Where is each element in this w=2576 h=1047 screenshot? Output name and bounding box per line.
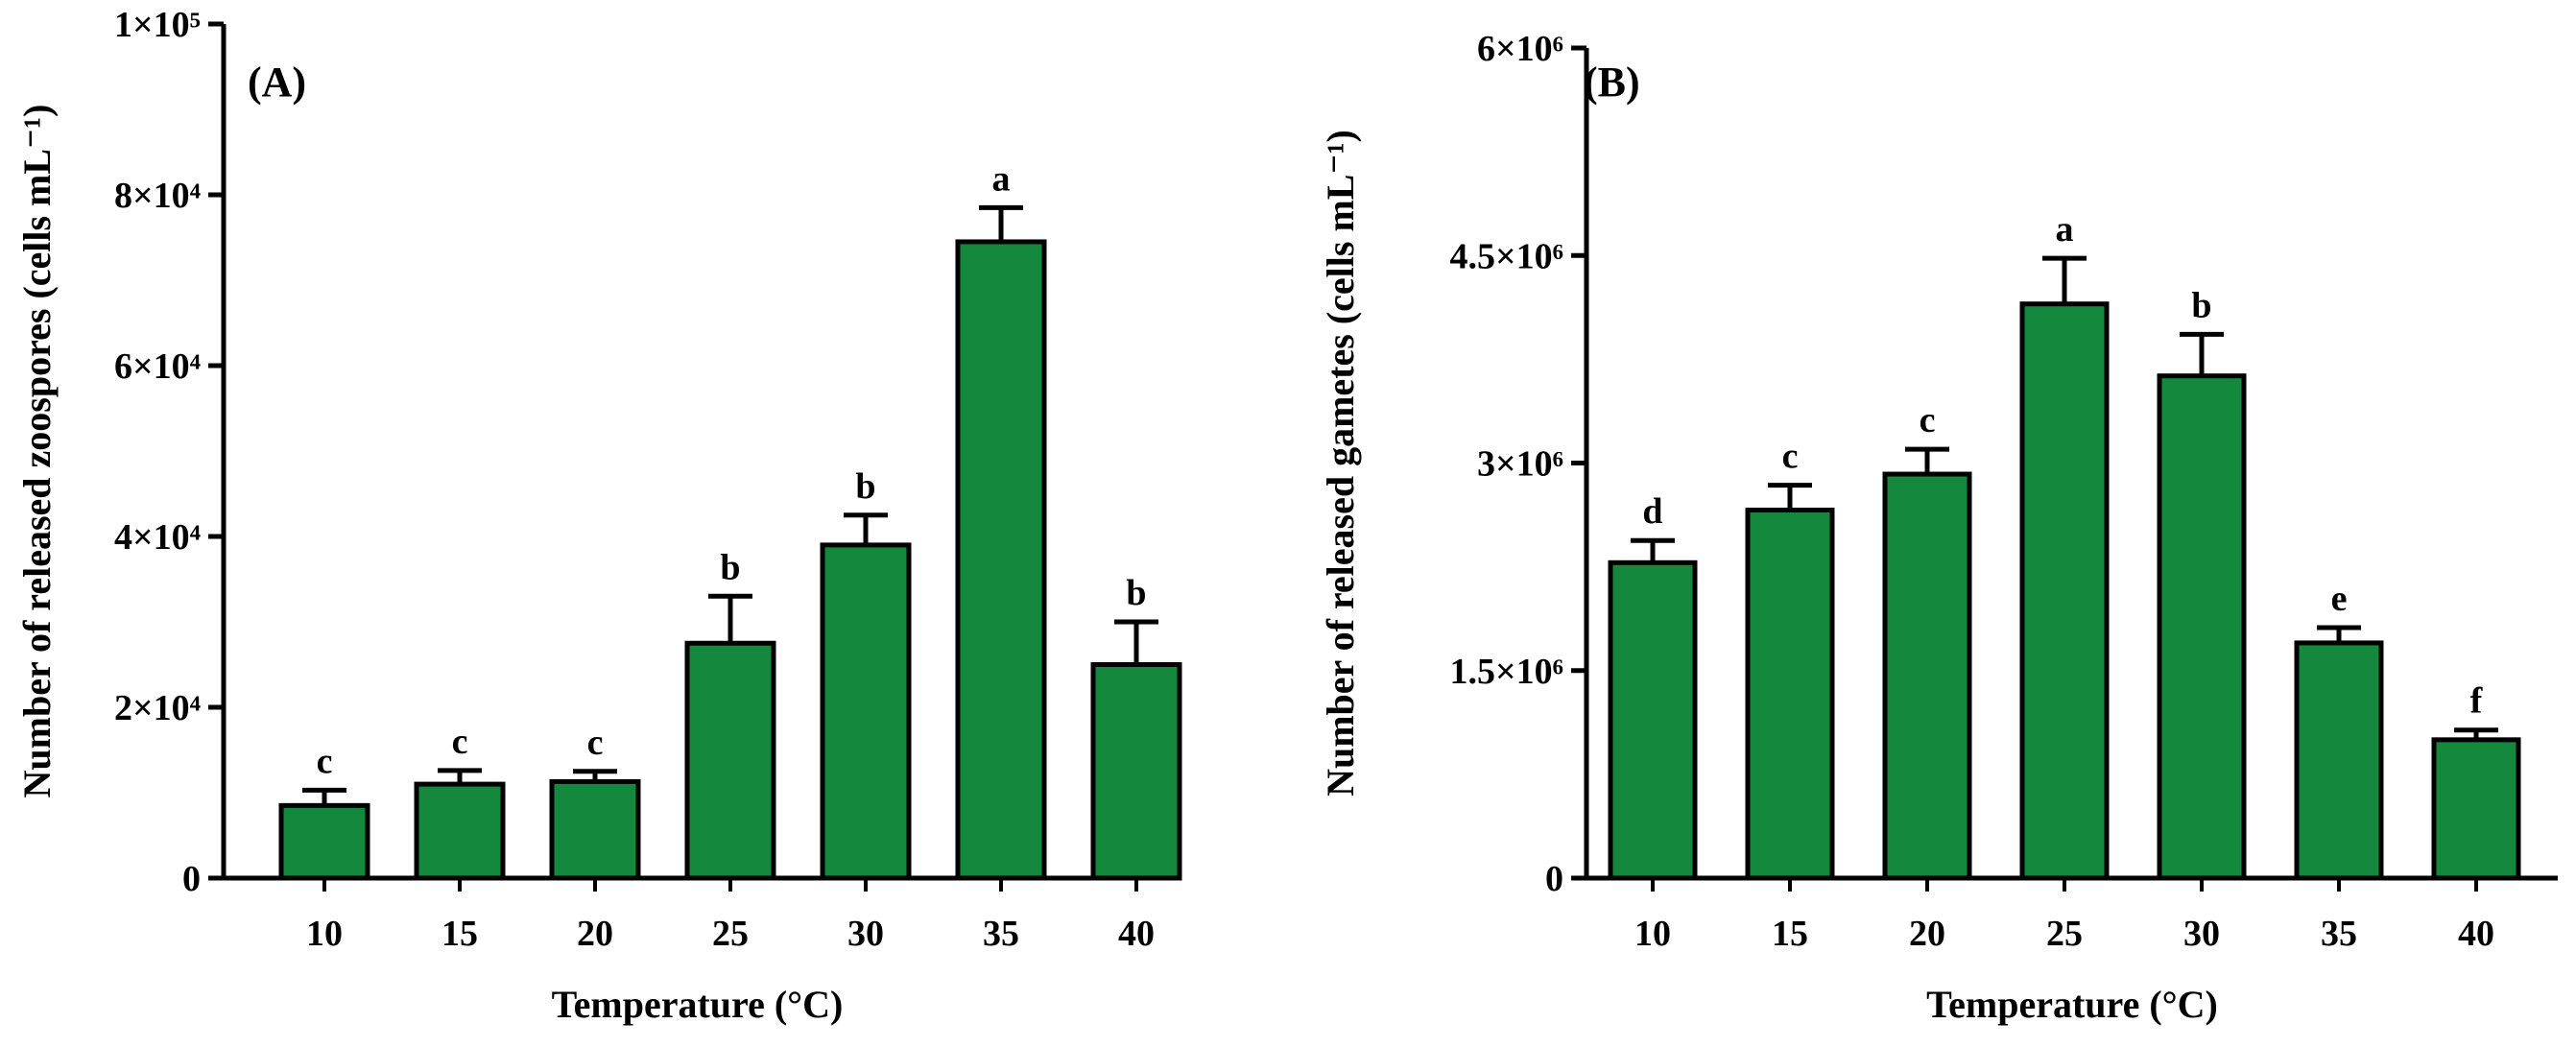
significance-letter-40: b bbox=[1126, 573, 1146, 613]
x-tick-label-30: 30 bbox=[847, 914, 884, 954]
bar-15 bbox=[1745, 508, 1835, 881]
y-tick-label-3: 6×10⁴ bbox=[114, 346, 202, 387]
significance-letter-10: d bbox=[1642, 491, 1662, 532]
x-tick-label-40: 40 bbox=[2458, 914, 2494, 954]
significance-letter-35: e bbox=[2331, 579, 2348, 619]
y-tick-label-0: 0 bbox=[182, 859, 201, 899]
bar-40 bbox=[1090, 662, 1182, 881]
x-tick-label-30: 30 bbox=[2183, 914, 2220, 954]
x-tick-label-20: 20 bbox=[577, 914, 613, 954]
x-tick-label-25: 25 bbox=[712, 914, 749, 954]
bar-15 bbox=[414, 781, 506, 881]
chart-panel-a: c 10 c 15 c 20 b 25 b 30 a 35 b 40 0 2×10⁴ 4×10⁴ 6×10⁴ 8×1… bbox=[15, 5, 1182, 1026]
bar-10 bbox=[278, 802, 370, 881]
x-tick-label-35: 35 bbox=[983, 914, 1019, 954]
significance-letter-25: a bbox=[2056, 209, 2074, 250]
significance-letter-15: c bbox=[1782, 437, 1799, 477]
y-tick-label-2: 3×10⁶ bbox=[1477, 444, 1563, 485]
significance-letter-15: c bbox=[452, 722, 468, 762]
significance-letter-10: c bbox=[317, 741, 333, 781]
y-tick-label-3: 4.5×10⁶ bbox=[1449, 236, 1563, 276]
bar-30 bbox=[820, 542, 912, 881]
panel-label: (A) bbox=[248, 59, 306, 106]
y-axis-title: Number of released gametes (cells mL⁻¹) bbox=[1319, 130, 1362, 797]
x-tick-label-10: 10 bbox=[1634, 914, 1671, 954]
y-tick-label-5: 1×10⁵ bbox=[114, 5, 201, 45]
significance-letter-30: b bbox=[855, 466, 875, 507]
y-tick-label-2: 4×10⁴ bbox=[114, 517, 202, 558]
x-tick-label-35: 35 bbox=[2321, 914, 2357, 954]
significance-letter-20: c bbox=[587, 723, 604, 763]
y-tick-label-4: 6×10⁶ bbox=[1477, 29, 1563, 69]
bar-10 bbox=[1608, 559, 1698, 881]
bar-20 bbox=[549, 778, 641, 881]
x-tick-label-25: 25 bbox=[2046, 914, 2083, 954]
significance-letter-20: c bbox=[1920, 400, 1936, 440]
y-axis-title: Number of released zoospores (cells mL⁻¹… bbox=[15, 105, 59, 798]
x-tick-label-20: 20 bbox=[1909, 914, 1945, 954]
bar-25 bbox=[2019, 301, 2110, 881]
x-tick-label-40: 40 bbox=[1118, 914, 1155, 954]
x-axis-title: Temperature (°C) bbox=[552, 983, 844, 1026]
significance-letter-35: a bbox=[992, 158, 1011, 199]
bar-35 bbox=[2294, 640, 2384, 881]
significance-letter-40: f bbox=[2470, 681, 2484, 722]
x-tick-label-15: 15 bbox=[441, 914, 478, 954]
bar-20 bbox=[1882, 471, 1972, 881]
bar-40 bbox=[2431, 737, 2521, 881]
x-axis-title: Temperature (°C) bbox=[1926, 983, 2218, 1026]
significance-letter-25: b bbox=[720, 547, 740, 587]
x-tick-label-10: 10 bbox=[306, 914, 343, 954]
significance-letter-30: b bbox=[2191, 285, 2211, 325]
panel-label: (B) bbox=[1584, 59, 1640, 106]
y-tick-label-1: 2×10⁴ bbox=[114, 688, 202, 728]
bar-30 bbox=[2157, 373, 2247, 881]
y-tick-label-4: 8×10⁴ bbox=[114, 176, 202, 216]
y-tick-label-1: 1.5×10⁶ bbox=[1449, 652, 1563, 692]
chart-panel-b: d 10 c 15 c 20 a 25 b 30 e 35 f 40 0 1.5×10⁶ 3×10⁶ 4.5×10… bbox=[1319, 29, 2558, 1026]
bar-25 bbox=[684, 640, 776, 881]
y-tick-label-0: 0 bbox=[1545, 859, 1563, 899]
x-tick-label-15: 15 bbox=[1772, 914, 1808, 954]
bar-35 bbox=[955, 239, 1047, 881]
